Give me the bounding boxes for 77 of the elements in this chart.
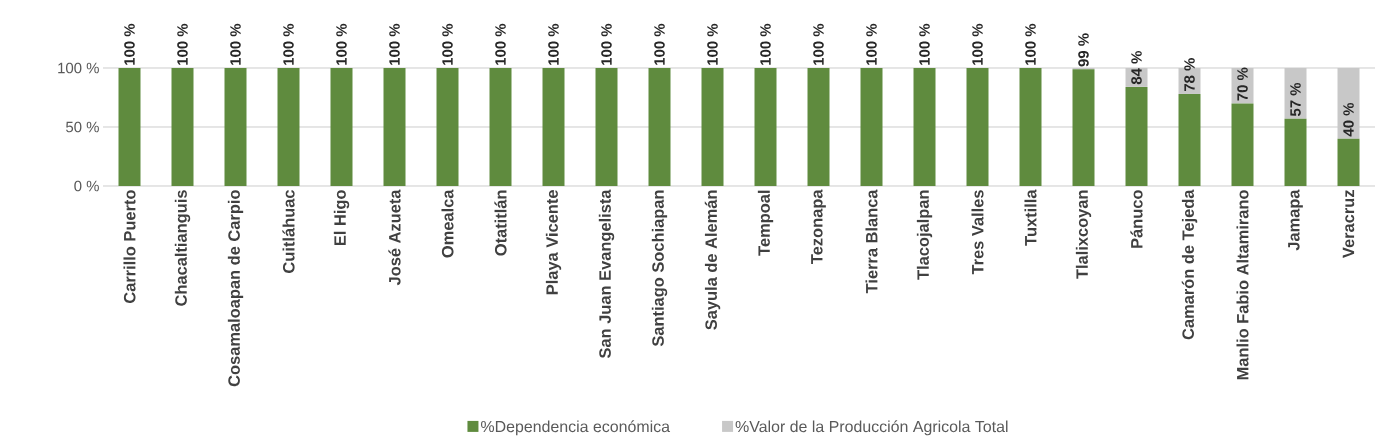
- x-tick-label: Otatitlán: [494, 190, 507, 256]
- bar: [966, 68, 989, 186]
- bar: [1337, 138, 1360, 186]
- x-tick-label: Santiago Sochiapan: [651, 190, 668, 347]
- x-tick-label: Sayula de Alemán: [704, 190, 721, 330]
- bar: [277, 68, 300, 186]
- x-tick-label: Tempoal: [757, 190, 774, 256]
- bar: [860, 68, 883, 186]
- bar: [595, 68, 618, 186]
- data-label: 100 %: [442, 23, 453, 65]
- x-tick-label: Manlio Fabio Altamirano: [1236, 190, 1249, 380]
- bar: [542, 68, 565, 186]
- bar: [224, 68, 247, 186]
- data-label: 100 %: [495, 23, 506, 65]
- bar: [807, 68, 830, 186]
- data-label: 100 %: [1025, 23, 1036, 65]
- legend-label: %Dependencia económica: [481, 420, 671, 436]
- x-tick-label: Camarón de Tejeda: [1181, 189, 1198, 340]
- data-label: 100 %: [813, 23, 824, 65]
- bar: [1231, 103, 1254, 186]
- bar: [171, 68, 194, 186]
- bar: [1125, 86, 1148, 186]
- x-tick-label: Cosamaloapan de Carpio: [227, 190, 244, 387]
- y-tick-label: 100 %: [58, 62, 99, 74]
- x-tick-label: Carrillo Puerto: [123, 190, 136, 304]
- bar: [701, 68, 724, 186]
- bar: [383, 68, 406, 186]
- data-label: 100 %: [230, 23, 241, 65]
- data-label: 84 %: [1131, 51, 1142, 85]
- x-tick-label: José Azueta: [388, 189, 401, 286]
- data-label: 78 %: [1184, 58, 1195, 92]
- x-tick-label: Tezonapa: [811, 189, 826, 264]
- x-tick-label: Chacaltianguis: [174, 190, 191, 306]
- x-tick-label: Jamapa: [1288, 189, 1303, 251]
- data-label: 100 %: [177, 23, 188, 65]
- bar: [489, 68, 512, 186]
- bar: [913, 68, 936, 186]
- data-label: 100 %: [389, 23, 400, 65]
- bar: [118, 68, 141, 186]
- x-tick-label: Pánuco: [1130, 190, 1143, 248]
- bar: [648, 68, 671, 186]
- bar: [1178, 93, 1201, 186]
- x-tick-label: San Juan Evangelista: [598, 189, 615, 359]
- data-label: 40 %: [1343, 102, 1354, 137]
- x-tick-label: Tlacojalpan: [916, 190, 933, 280]
- data-label: 100 %: [972, 23, 983, 65]
- bar: [436, 68, 459, 186]
- x-tick-label: Omealca: [441, 189, 454, 258]
- data-label: 100 %: [866, 23, 877, 65]
- bar: [1284, 118, 1307, 186]
- data-label: 100 %: [919, 23, 930, 65]
- bar: [330, 68, 353, 186]
- x-tick-label: Tuxtilla: [1024, 189, 1037, 246]
- data-label: 70 %: [1237, 67, 1248, 101]
- x-tick-label: Tres Valles: [971, 190, 984, 275]
- data-label: 100 %: [654, 23, 665, 65]
- bar: [754, 68, 777, 186]
- y-tick-label: 50 %: [66, 121, 99, 133]
- data-label: 100 %: [601, 23, 612, 65]
- x-tick-label: Playa Vicente: [545, 190, 562, 295]
- x-tick-label: Cuitláhuac: [282, 190, 295, 273]
- x-tick-label: Veracruz: [1342, 190, 1355, 258]
- data-label: 100 %: [548, 23, 559, 65]
- x-tick-label: El Higo: [333, 190, 350, 246]
- data-label: 100 %: [707, 23, 718, 65]
- data-label: 100 %: [124, 23, 135, 65]
- x-tick-label: Tlalixcoyan: [1075, 190, 1092, 279]
- x-tick-label: Tierra Blanca: [865, 189, 878, 294]
- bar: [1072, 69, 1095, 186]
- data-label: 99 %: [1078, 33, 1089, 67]
- data-label: 100 %: [283, 23, 294, 65]
- legend-label: %Valor de la Producción Agricola Total: [735, 420, 1008, 436]
- data-label: 100 %: [336, 23, 347, 65]
- y-tick-label: 0 %: [74, 180, 99, 192]
- data-label: 57 %: [1290, 82, 1301, 117]
- bar: [1019, 68, 1042, 186]
- data-label: 100 %: [760, 23, 771, 65]
